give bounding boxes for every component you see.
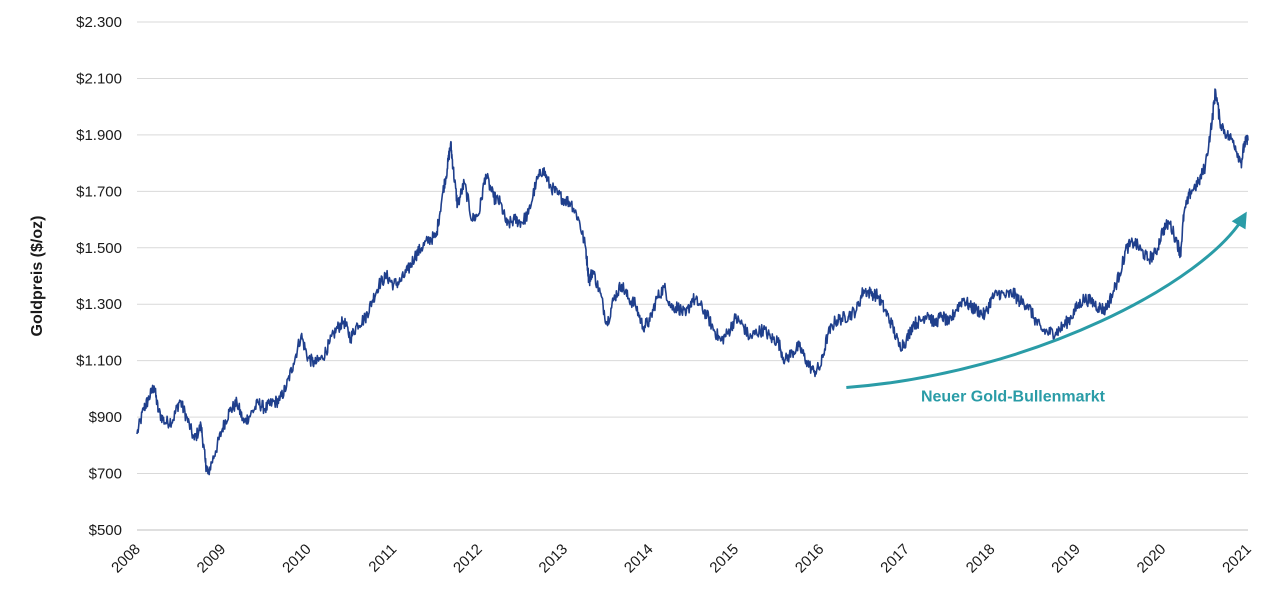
gold-price-line bbox=[136, 88, 1249, 476]
annotations: Neuer Gold-Bullenmarkt bbox=[846, 211, 1247, 406]
y-tick-label: $500 bbox=[89, 522, 122, 539]
annotation-arrow bbox=[846, 215, 1246, 389]
y-tick-label: $700 bbox=[89, 466, 122, 483]
annotation-arrowhead bbox=[1231, 211, 1247, 230]
x-tick-label: 2015 bbox=[706, 541, 742, 577]
x-tick-label: 2017 bbox=[877, 541, 913, 577]
y-tick-label: $1.100 bbox=[76, 353, 122, 370]
y-axis-title: Goldpreis ($/oz) bbox=[29, 216, 46, 337]
x-tick-label: 2008 bbox=[108, 541, 144, 577]
annotation-label: Neuer Gold-Bullenmarkt bbox=[921, 389, 1106, 406]
series-group bbox=[136, 88, 1249, 476]
x-axis-ticks: 2008 2009 2010 2011 2012 2013 2014 2015 2016 2017… bbox=[108, 541, 1255, 577]
x-tick-label: 2010 bbox=[279, 541, 315, 577]
y-tick-label: $1.500 bbox=[76, 240, 122, 257]
y-tick-label: $2.300 bbox=[76, 14, 122, 31]
x-tick-label: 2012 bbox=[450, 541, 486, 577]
x-tick-label: 2009 bbox=[194, 541, 230, 577]
y-axis-ticks: $500 $700 $900 $1.100 $1.300 $1.500 $1.700 $1.9… bbox=[76, 14, 122, 539]
x-tick-label: 2021 bbox=[1219, 541, 1255, 577]
x-tick-label: 2011 bbox=[365, 541, 400, 576]
x-tick-label: 2019 bbox=[1048, 541, 1084, 577]
x-tick-label: 2018 bbox=[963, 541, 999, 577]
gridlines bbox=[137, 21, 1248, 531]
x-tick-label: 2013 bbox=[536, 541, 572, 577]
x-tick-label: 2014 bbox=[621, 541, 657, 577]
y-tick-label: $1.300 bbox=[76, 296, 122, 313]
y-tick-label: $900 bbox=[89, 409, 122, 426]
x-tick-label: 2016 bbox=[792, 541, 828, 577]
y-tick-label: $1.900 bbox=[76, 127, 122, 144]
x-tick-label: 2020 bbox=[1134, 541, 1170, 577]
y-tick-label: $1.700 bbox=[76, 183, 122, 200]
y-tick-label: $2.100 bbox=[76, 70, 122, 87]
